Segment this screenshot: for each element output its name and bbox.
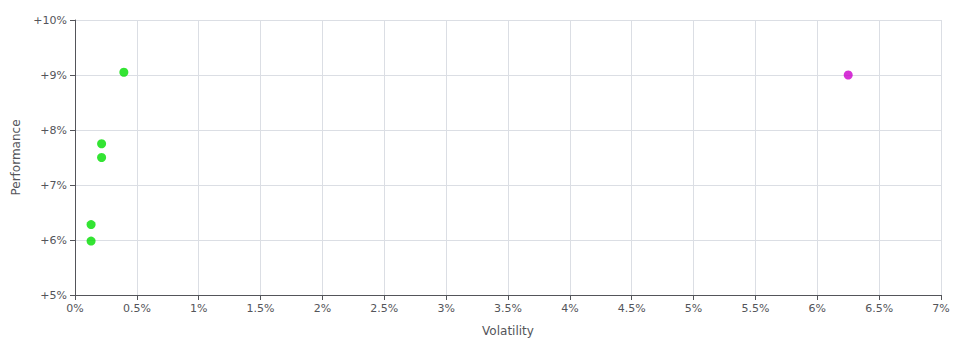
svg-text:0.5%: 0.5%: [123, 302, 151, 315]
svg-text:6.5%: 6.5%: [865, 302, 893, 315]
svg-text:5.5%: 5.5%: [741, 302, 769, 315]
svg-text:2%: 2%: [314, 302, 331, 315]
svg-text:4%: 4%: [561, 302, 578, 315]
svg-text:2.5%: 2.5%: [370, 302, 398, 315]
svg-text:+6%: +6%: [40, 234, 67, 247]
svg-text:+8%: +8%: [40, 124, 67, 137]
svg-text:Volatility: Volatility: [482, 324, 534, 338]
svg-text:7%: 7%: [932, 302, 949, 315]
svg-text:4.5%: 4.5%: [618, 302, 646, 315]
svg-text:0%: 0%: [66, 302, 83, 315]
svg-text:5%: 5%: [685, 302, 702, 315]
svg-text:1.5%: 1.5%: [247, 302, 275, 315]
svg-text:+5%: +5%: [40, 289, 67, 302]
svg-text:+7%: +7%: [40, 179, 67, 192]
svg-text:Performance: Performance: [9, 119, 23, 195]
svg-text:1%: 1%: [190, 302, 207, 315]
svg-text:6%: 6%: [809, 302, 826, 315]
svg-text:3%: 3%: [437, 302, 454, 315]
svg-text:+10%: +10%: [33, 14, 67, 27]
svg-text:3.5%: 3.5%: [494, 302, 522, 315]
svg-text:+9%: +9%: [40, 69, 67, 82]
